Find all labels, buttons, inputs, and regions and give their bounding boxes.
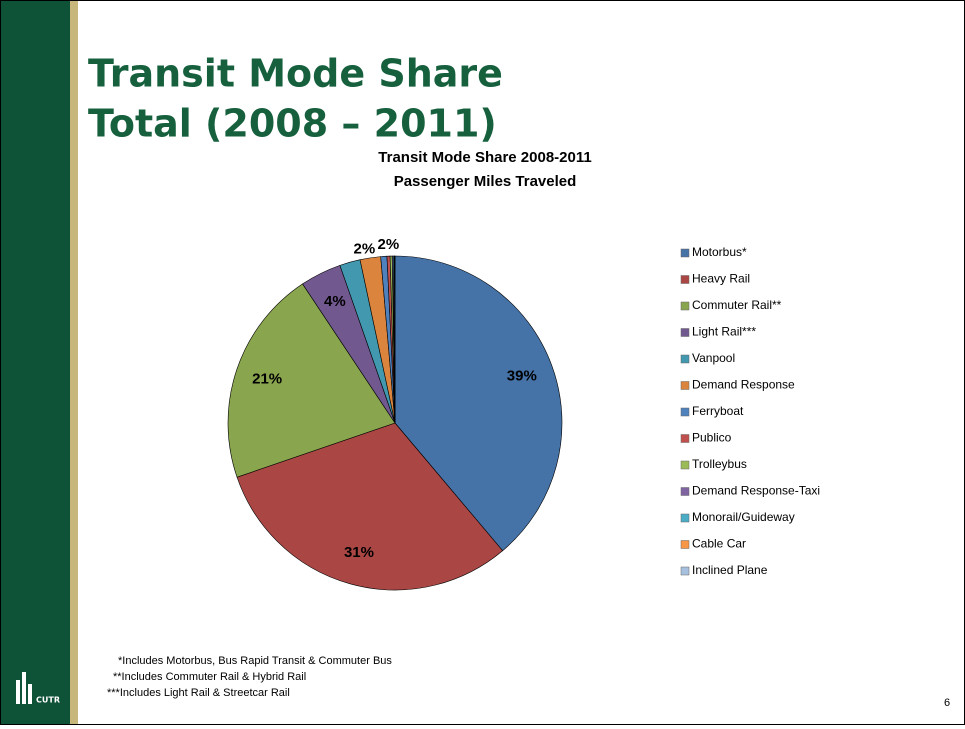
data-label: 39% (507, 368, 537, 385)
legend-swatch (681, 567, 689, 575)
legend-label: Commuter Rail** (692, 298, 782, 312)
legend-label: Heavy Rail (692, 272, 750, 286)
legend-swatch (681, 302, 689, 310)
slide-title: Total (2008 – 2011) (88, 102, 497, 146)
legend-swatch (681, 249, 689, 257)
legend-swatch (681, 329, 689, 337)
logo-text: CUTR (36, 696, 60, 705)
legend-swatch (681, 276, 689, 284)
legend-swatch (681, 435, 689, 443)
data-label: 2% (378, 236, 400, 253)
legend-swatch (681, 541, 689, 549)
legend-label: Ferryboat (692, 404, 744, 418)
data-label: 31% (344, 544, 374, 561)
legend-label: Light Rail*** (692, 325, 756, 339)
legend-swatch (681, 488, 689, 496)
page-number: 6 (944, 697, 950, 709)
legend-label: Trolleybus (692, 457, 747, 471)
chart-title: Transit Mode Share 2008-2011 (378, 149, 591, 166)
footnote: *Includes Motorbus, Bus Rapid Transit & … (118, 655, 392, 667)
legend-swatch (681, 382, 689, 390)
legend-label: Cable Car (692, 537, 746, 551)
legend-label: Monorail/Guideway (692, 510, 795, 524)
legend-swatch (681, 514, 689, 522)
data-label: 21% (252, 371, 282, 388)
legend-label: Motorbus* (692, 245, 747, 259)
legend-swatch (681, 355, 689, 363)
chart-title: Passenger Miles Traveled (394, 173, 577, 190)
legend-label: Publico (692, 431, 732, 445)
footnote: ***Includes Light Rail & Streetcar Rail (107, 687, 290, 699)
legend-swatch (681, 461, 689, 469)
data-label: 4% (324, 293, 346, 310)
legend-label: Inclined Plane (692, 563, 768, 577)
legend-label: Vanpool (692, 351, 735, 365)
legend-label: Demand Response-Taxi (692, 484, 820, 498)
footnote: **Includes Commuter Rail & Hybrid Rail (113, 671, 306, 683)
side-bar (1, 1, 70, 724)
legend-swatch (681, 408, 689, 416)
legend-label: Demand Response (692, 378, 795, 392)
side-stripe (70, 1, 78, 724)
data-label: 2% (354, 241, 376, 258)
slide-title: Transit Mode Share (88, 52, 503, 96)
